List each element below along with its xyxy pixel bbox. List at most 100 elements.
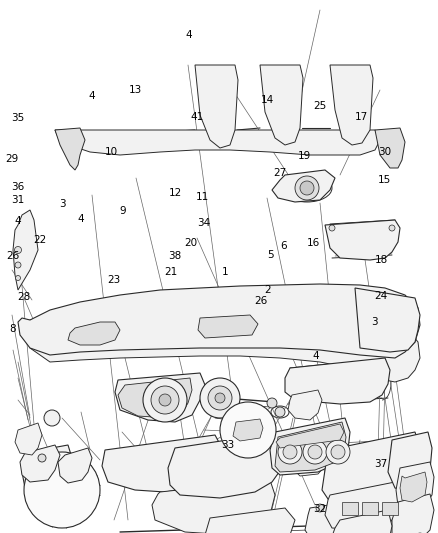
Polygon shape bbox=[388, 432, 432, 492]
Polygon shape bbox=[15, 423, 42, 455]
Text: 11: 11 bbox=[196, 192, 209, 202]
Text: 21: 21 bbox=[164, 267, 177, 277]
Text: 27: 27 bbox=[273, 168, 286, 178]
Text: 36: 36 bbox=[11, 182, 24, 191]
Circle shape bbox=[308, 445, 322, 459]
Text: 19: 19 bbox=[298, 151, 311, 160]
Text: 1: 1 bbox=[222, 267, 229, 277]
Polygon shape bbox=[325, 482, 400, 530]
Text: 23: 23 bbox=[107, 275, 120, 285]
Text: 15: 15 bbox=[378, 175, 391, 185]
Text: 6: 6 bbox=[280, 241, 287, 251]
Text: 24: 24 bbox=[374, 291, 388, 301]
Text: 18: 18 bbox=[374, 255, 388, 265]
Circle shape bbox=[208, 386, 232, 410]
Polygon shape bbox=[403, 440, 428, 472]
Circle shape bbox=[44, 410, 60, 426]
Polygon shape bbox=[68, 322, 120, 345]
Circle shape bbox=[143, 378, 187, 422]
Polygon shape bbox=[375, 128, 405, 168]
Circle shape bbox=[275, 407, 285, 417]
Text: 3: 3 bbox=[371, 318, 378, 327]
Circle shape bbox=[15, 262, 21, 268]
Polygon shape bbox=[195, 65, 238, 148]
Text: 17: 17 bbox=[355, 112, 368, 122]
Polygon shape bbox=[233, 419, 263, 441]
Polygon shape bbox=[272, 170, 335, 202]
Text: 4: 4 bbox=[185, 30, 192, 39]
Text: 22: 22 bbox=[33, 235, 46, 245]
Text: 3: 3 bbox=[59, 199, 66, 209]
Text: 14: 14 bbox=[261, 95, 274, 105]
Circle shape bbox=[303, 440, 327, 464]
Polygon shape bbox=[288, 390, 322, 420]
Polygon shape bbox=[20, 445, 60, 482]
Polygon shape bbox=[198, 315, 258, 338]
Text: 20: 20 bbox=[184, 238, 197, 247]
Polygon shape bbox=[322, 432, 420, 505]
Polygon shape bbox=[396, 462, 434, 510]
Polygon shape bbox=[205, 508, 295, 533]
Text: 12: 12 bbox=[169, 188, 182, 198]
Text: 28: 28 bbox=[18, 293, 31, 302]
Text: 4: 4 bbox=[78, 214, 85, 223]
Text: 38: 38 bbox=[169, 251, 182, 261]
Polygon shape bbox=[260, 65, 303, 145]
Text: 33: 33 bbox=[221, 440, 234, 450]
Text: 5: 5 bbox=[267, 250, 274, 260]
Circle shape bbox=[14, 246, 21, 254]
Text: 4: 4 bbox=[88, 91, 95, 101]
Text: 29: 29 bbox=[6, 154, 19, 164]
Circle shape bbox=[220, 402, 276, 458]
Polygon shape bbox=[58, 448, 92, 483]
Circle shape bbox=[38, 454, 46, 462]
Circle shape bbox=[326, 440, 350, 464]
Polygon shape bbox=[168, 432, 285, 498]
Polygon shape bbox=[22, 445, 72, 494]
Text: 41: 41 bbox=[191, 112, 204, 122]
Circle shape bbox=[24, 452, 100, 528]
Circle shape bbox=[283, 445, 297, 459]
Polygon shape bbox=[392, 494, 434, 533]
Text: 31: 31 bbox=[11, 195, 24, 205]
Text: 26: 26 bbox=[7, 251, 20, 261]
Text: 13: 13 bbox=[129, 85, 142, 94]
Text: 16: 16 bbox=[307, 238, 320, 247]
Circle shape bbox=[215, 393, 225, 403]
Circle shape bbox=[389, 225, 395, 231]
Polygon shape bbox=[382, 502, 398, 515]
Circle shape bbox=[316, 504, 324, 512]
Text: 30: 30 bbox=[378, 147, 391, 157]
Polygon shape bbox=[305, 492, 415, 533]
Text: 4: 4 bbox=[312, 351, 319, 361]
Polygon shape bbox=[18, 284, 420, 358]
Text: 35: 35 bbox=[11, 114, 24, 123]
Polygon shape bbox=[276, 424, 344, 448]
Polygon shape bbox=[270, 418, 350, 475]
Text: 9: 9 bbox=[119, 206, 126, 215]
Polygon shape bbox=[55, 128, 85, 170]
Polygon shape bbox=[55, 130, 380, 155]
Circle shape bbox=[267, 398, 277, 408]
Polygon shape bbox=[330, 510, 392, 533]
Polygon shape bbox=[102, 435, 222, 492]
Polygon shape bbox=[330, 65, 373, 145]
Polygon shape bbox=[355, 288, 420, 352]
Text: 37: 37 bbox=[374, 459, 388, 469]
Text: 2: 2 bbox=[264, 286, 271, 295]
Polygon shape bbox=[115, 373, 205, 422]
Text: 8: 8 bbox=[9, 325, 16, 334]
Text: 32: 32 bbox=[313, 504, 326, 514]
Polygon shape bbox=[342, 502, 358, 515]
Text: 25: 25 bbox=[313, 101, 326, 110]
Polygon shape bbox=[13, 210, 38, 290]
Circle shape bbox=[200, 378, 240, 418]
Polygon shape bbox=[30, 315, 420, 382]
Text: 26: 26 bbox=[254, 296, 267, 306]
Polygon shape bbox=[285, 358, 390, 404]
Polygon shape bbox=[325, 220, 400, 260]
Circle shape bbox=[295, 176, 319, 200]
Circle shape bbox=[331, 445, 345, 459]
Circle shape bbox=[329, 225, 335, 231]
Polygon shape bbox=[362, 502, 378, 515]
